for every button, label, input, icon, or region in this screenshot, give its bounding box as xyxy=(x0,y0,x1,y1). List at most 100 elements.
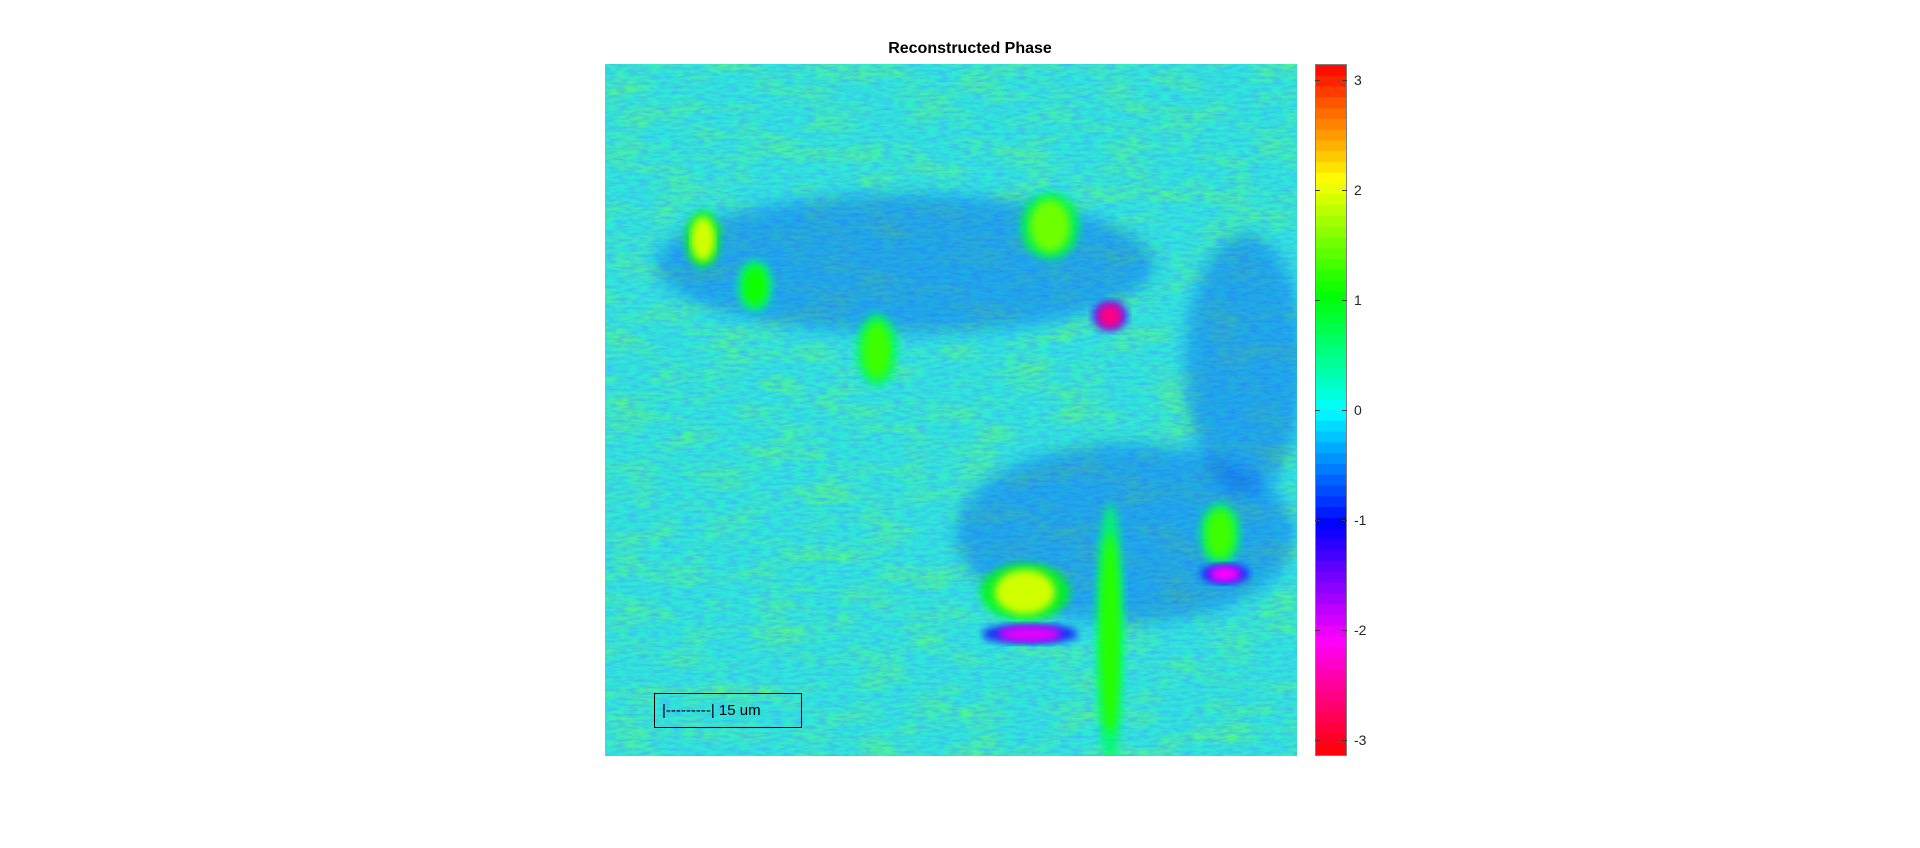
colorbar-step xyxy=(1316,485,1346,497)
colorbar-tick-mark xyxy=(1315,410,1320,411)
feature-blob-top-left xyxy=(691,217,715,261)
colorbar-tick-mark xyxy=(1315,520,1320,521)
colorbar-step xyxy=(1316,625,1346,638)
colorbar-step xyxy=(1316,183,1346,195)
colorbar-step xyxy=(1316,280,1346,293)
colorbar-step xyxy=(1316,744,1346,755)
colorbar-step xyxy=(1316,701,1346,713)
colorbar-tick-label: 2 xyxy=(1354,182,1362,198)
image-features xyxy=(655,192,1297,756)
chart-title: Reconstructed Phase xyxy=(888,40,1052,57)
colorbar-step xyxy=(1316,657,1346,670)
colorbar-step xyxy=(1316,323,1346,336)
colorbar-step xyxy=(1316,507,1346,519)
colorbar-step xyxy=(1316,463,1346,476)
colorbar-step xyxy=(1316,334,1346,346)
colorbar-step xyxy=(1316,312,1346,325)
colorbar-tick-mark xyxy=(1315,190,1320,191)
colorbar-step xyxy=(1316,571,1346,584)
colorbar-step xyxy=(1316,517,1346,530)
feature-blob-lower-right xyxy=(1206,510,1234,558)
colorbar-tick-mark xyxy=(1315,630,1320,631)
colorbar-tick-mark xyxy=(1342,740,1347,741)
colorbar-tick-mark xyxy=(1342,630,1347,631)
colorbar-step xyxy=(1316,291,1346,303)
colorbar-step xyxy=(1316,248,1346,260)
colorbar-step xyxy=(1316,302,1346,314)
feature-blob-left-mid xyxy=(863,322,891,378)
colorbar-step xyxy=(1316,366,1346,379)
feature-spot-right-center xyxy=(1098,304,1122,328)
colorbar-step xyxy=(1316,75,1346,88)
colorbar-step xyxy=(1316,550,1346,562)
feature-blob-top-center xyxy=(1030,200,1070,252)
colorbar-step xyxy=(1316,593,1346,605)
phase-image-plot xyxy=(605,64,1297,756)
colorbar-tick-mark xyxy=(1342,410,1347,411)
colorbar-step xyxy=(1316,410,1346,422)
colorbar-step xyxy=(1316,722,1346,735)
colorbar-gradient xyxy=(1316,65,1346,755)
colorbar-step xyxy=(1316,97,1346,109)
colorbar-step xyxy=(1316,453,1346,465)
colorbar-step xyxy=(1316,162,1346,174)
colorbar-tick-mark xyxy=(1315,300,1320,301)
colorbar-step xyxy=(1316,388,1346,400)
colorbar-tick-mark xyxy=(1342,190,1347,191)
colorbar-tick-label: -1 xyxy=(1354,512,1367,528)
scale-bar-annotation: |---------| 15 um xyxy=(654,693,802,728)
colorbar-step xyxy=(1316,118,1346,131)
colorbar-step xyxy=(1316,711,1346,724)
colorbar-tick-mark xyxy=(1315,80,1320,81)
colorbar-step xyxy=(1316,269,1346,282)
feature-band-lower-center xyxy=(998,626,1062,642)
colorbar-step xyxy=(1316,259,1346,271)
colorbar-step xyxy=(1316,496,1346,508)
colorbar-tick-mark xyxy=(1342,80,1347,81)
colorbar-tick-mark xyxy=(1342,300,1347,301)
colorbar-step xyxy=(1316,356,1346,368)
colorbar-step xyxy=(1316,226,1346,239)
texture-halo xyxy=(655,194,1155,334)
colorbar-step xyxy=(1316,205,1346,217)
feature-spot-lower-right-yellow xyxy=(1209,566,1241,582)
colorbar-step xyxy=(1316,86,1346,98)
colorbar-step xyxy=(1316,172,1346,185)
colorbar-step xyxy=(1316,582,1346,594)
colorbar-tick-mark xyxy=(1342,520,1347,521)
colorbar-step xyxy=(1316,399,1346,411)
phase-image: |---------| 15 um xyxy=(605,64,1297,756)
colorbar xyxy=(1315,64,1347,756)
colorbar-step xyxy=(1316,679,1346,691)
colorbar-step xyxy=(1316,420,1346,433)
colorbar-tick-label: -3 xyxy=(1354,732,1367,748)
colorbar-step xyxy=(1316,539,1346,551)
feature-blob-lower-center xyxy=(995,570,1055,614)
colorbar-step xyxy=(1316,528,1346,540)
colorbar-step xyxy=(1316,636,1346,648)
colorbar-step xyxy=(1316,129,1346,142)
colorbar-step xyxy=(1316,733,1346,745)
colorbar-step xyxy=(1316,647,1346,659)
colorbar-step xyxy=(1316,65,1346,77)
image-texture-blue xyxy=(605,64,1297,756)
colorbar-step xyxy=(1316,345,1346,357)
colorbar-step xyxy=(1316,140,1346,152)
colorbar-step xyxy=(1316,215,1346,228)
colorbar-step xyxy=(1316,668,1346,681)
colorbar-step xyxy=(1316,194,1346,206)
colorbar-step xyxy=(1316,604,1346,616)
colorbar-step xyxy=(1316,108,1346,120)
colorbar-step xyxy=(1316,442,1346,454)
texture-halo xyxy=(1185,234,1297,494)
colorbar-tick-label: 1 xyxy=(1354,292,1362,308)
feature-blob-upper-left-small xyxy=(743,266,767,306)
colorbar-step xyxy=(1316,237,1346,249)
colorbar-step xyxy=(1316,560,1346,573)
colorbar-step xyxy=(1316,431,1346,443)
colorbar-step xyxy=(1316,151,1346,163)
colorbar-step xyxy=(1316,690,1346,702)
colorbar-tick-label: 3 xyxy=(1354,72,1362,88)
colorbar-tick-mark xyxy=(1315,740,1320,741)
